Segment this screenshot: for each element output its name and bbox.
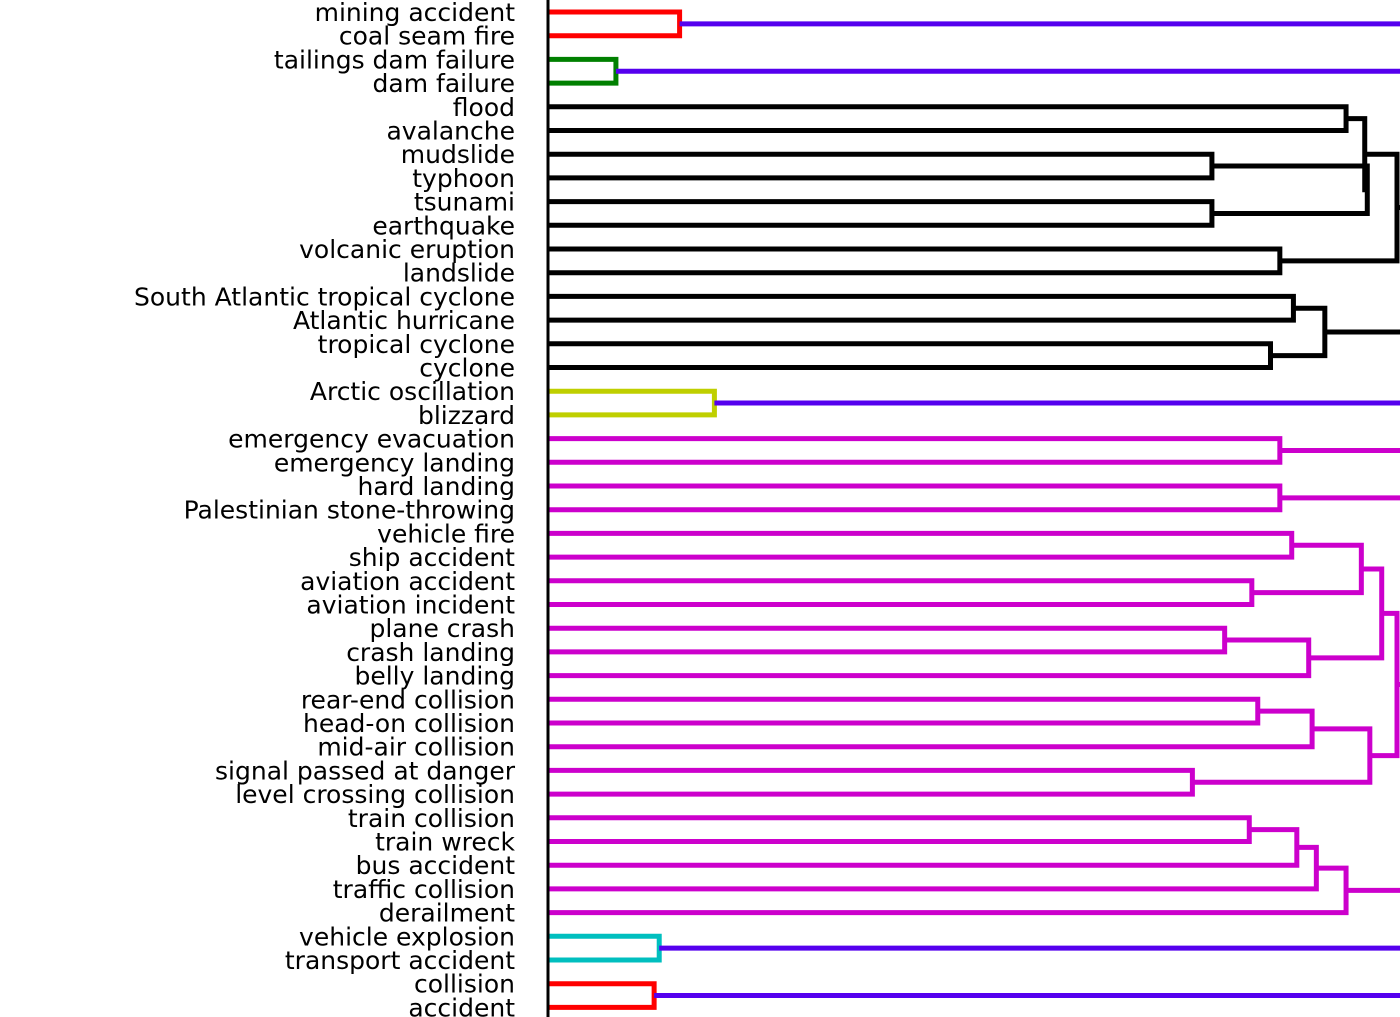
cluster-link xyxy=(548,578,1255,607)
leaf-label: South Atlantic tropical cyclone xyxy=(134,282,515,311)
cluster-link xyxy=(548,530,1295,560)
cluster-link xyxy=(548,483,1283,513)
cluster-link xyxy=(548,815,1252,844)
cluster-link xyxy=(548,56,619,86)
leaf-label: hard landing xyxy=(358,472,515,501)
cluster-link xyxy=(548,104,1349,133)
leaf-label: plane crash xyxy=(369,614,515,643)
leaf-label: bus accident xyxy=(356,851,516,880)
leaf-label: tsunami xyxy=(414,188,515,217)
leaf-label: vehicle fire xyxy=(377,519,515,548)
leaf-label: derailment xyxy=(379,899,515,928)
leaf-label: tailings dam failure xyxy=(274,45,515,74)
cluster-link xyxy=(548,625,1228,655)
leaf-label: level crossing collision xyxy=(235,780,515,809)
leaf-label: train wreck xyxy=(375,828,515,857)
leaf-label: blizzard xyxy=(418,401,515,430)
leaf-label: rear-end collision xyxy=(301,685,515,714)
leaf-label: aviation incident xyxy=(306,591,515,620)
cluster-link xyxy=(548,388,717,418)
cluster-link xyxy=(548,341,1273,370)
cluster-link xyxy=(548,708,1315,750)
leaf-label: flood xyxy=(453,93,515,122)
cluster-link xyxy=(1192,726,1373,785)
leaf-label: emergency landing xyxy=(274,448,515,477)
leaf-label: train collision xyxy=(348,804,515,833)
cluster-link xyxy=(548,696,1261,726)
cluster-link xyxy=(548,246,1283,276)
leaf-label: head-on collision xyxy=(303,709,515,738)
cluster-link xyxy=(548,199,1215,228)
leaf-label: accident xyxy=(408,993,515,1017)
cluster-link xyxy=(548,637,1312,679)
leaf-label: cyclone xyxy=(419,354,515,383)
leaf-label: vehicle explosion xyxy=(299,922,515,951)
leaf-label: aviation accident xyxy=(300,567,515,596)
leaf-label: mudslide xyxy=(401,140,515,169)
leaf-label: emergency evacuation xyxy=(228,425,515,454)
cluster-link xyxy=(1211,163,1370,216)
dendrogram-links xyxy=(548,9,1400,1010)
leaf-label: traffic collision xyxy=(333,875,515,904)
leaf-label: transport accident xyxy=(285,946,515,975)
leaf-label: dam failure xyxy=(373,69,515,98)
cluster-link xyxy=(548,827,1300,868)
cluster-link xyxy=(1270,305,1328,359)
cluster-link xyxy=(548,293,1296,323)
cluster-link xyxy=(548,981,657,1010)
cluster-link xyxy=(1308,566,1385,661)
leaf-label: signal passed at danger xyxy=(215,756,516,785)
leaf-label: mid-air collision xyxy=(317,733,515,762)
leaf-label: landslide xyxy=(403,259,515,288)
leaf-label: belly landing xyxy=(354,662,515,691)
leaf-label: Arctic oscillation xyxy=(310,377,515,406)
leaf-label: Palestinian stone-throwing xyxy=(184,496,515,525)
leaf-label: avalanche xyxy=(386,117,515,146)
cluster-link xyxy=(548,844,1319,892)
cluster-link xyxy=(548,933,662,963)
leaf-label: mining accident xyxy=(315,0,516,27)
leaf-label: Atlantic hurricane xyxy=(293,306,515,335)
cluster-link xyxy=(548,767,1195,797)
leaf-label: earthquake xyxy=(372,211,515,240)
cluster-link xyxy=(1346,116,1368,193)
leaf-label: collision xyxy=(414,970,515,999)
cluster-link xyxy=(548,151,1215,181)
cluster-link xyxy=(1251,542,1364,596)
leaf-label: coal seam fire xyxy=(339,22,515,51)
leaf-label: typhoon xyxy=(412,164,515,193)
cluster-link xyxy=(548,9,683,39)
leaf-label: tropical cyclone xyxy=(318,330,515,359)
leaf-label: crash landing xyxy=(346,638,515,667)
leaf-label: ship accident xyxy=(349,543,515,572)
cluster-link xyxy=(548,436,1283,465)
cluster-link xyxy=(1279,151,1400,264)
leaf-label: volcanic eruption xyxy=(299,235,515,264)
